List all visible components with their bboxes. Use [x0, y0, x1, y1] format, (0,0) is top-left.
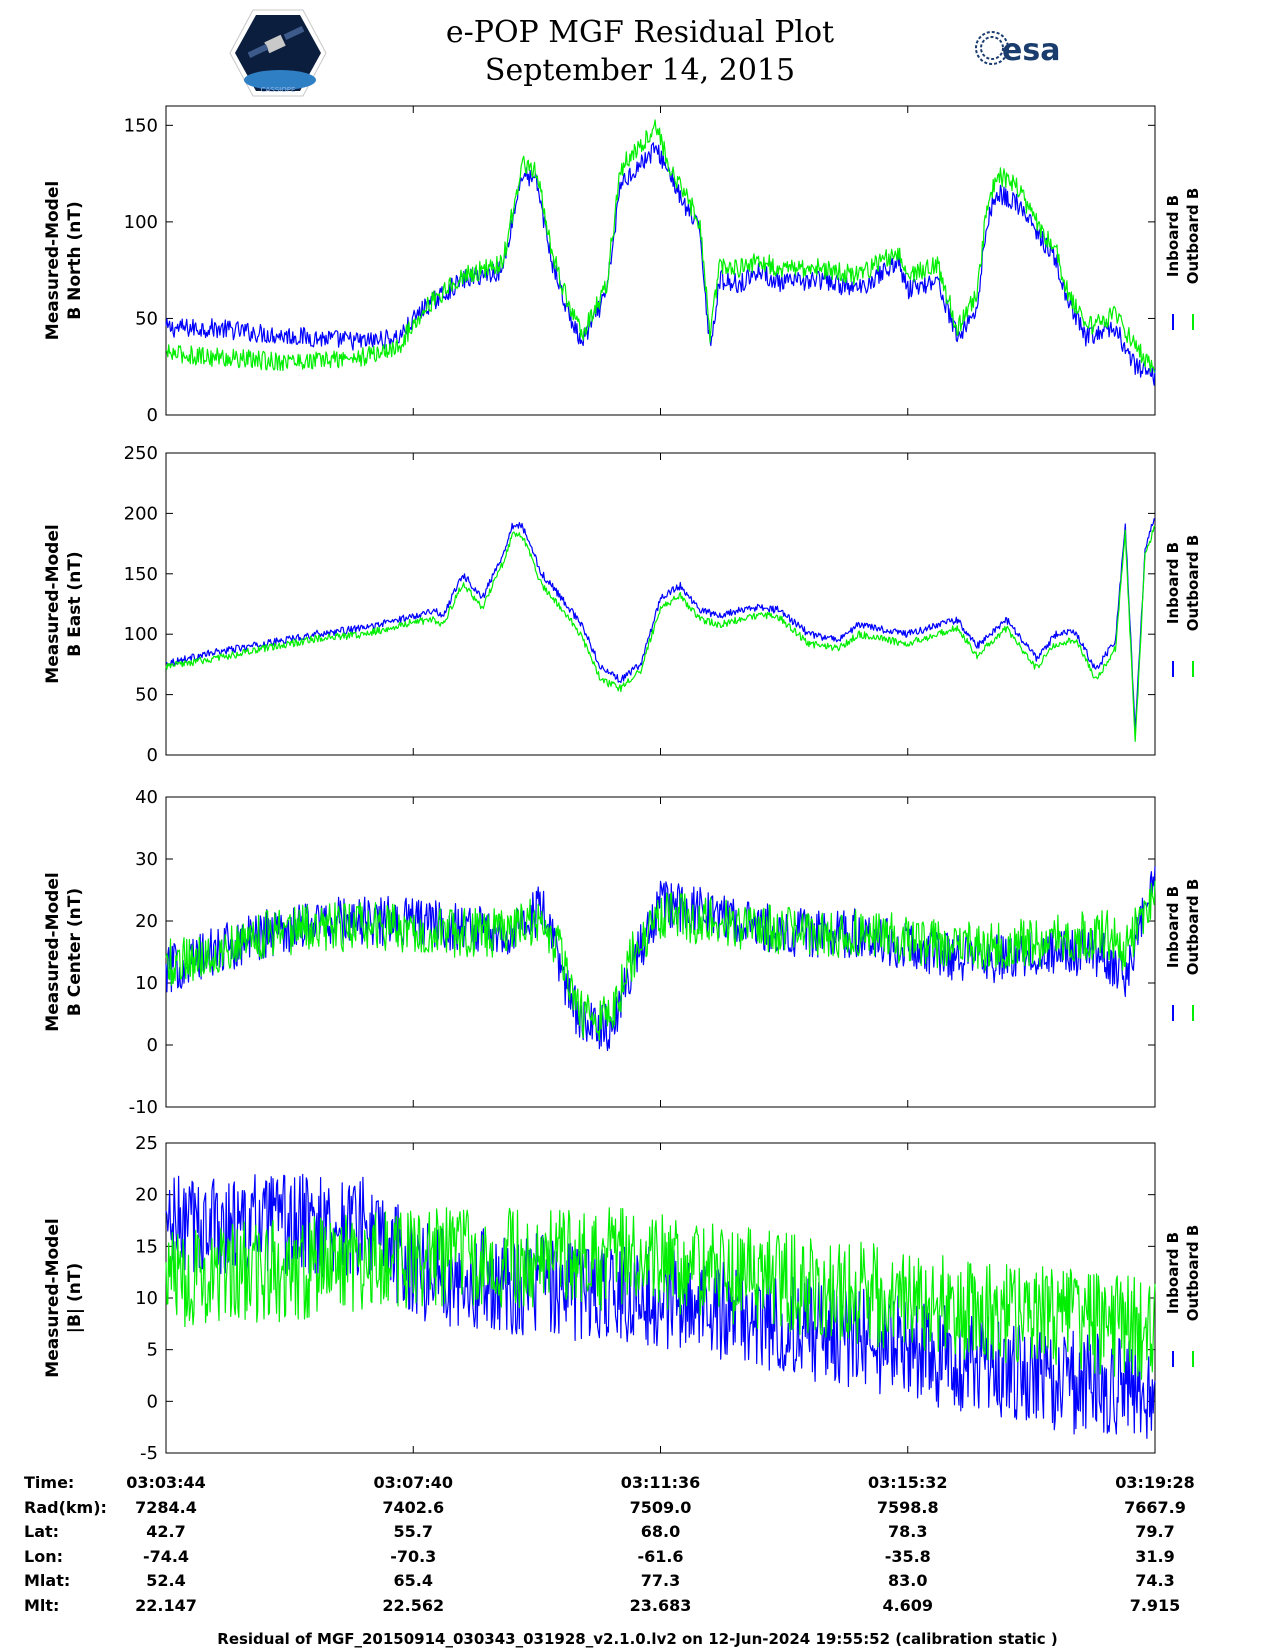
info-value: 7509.0 — [629, 1497, 692, 1517]
esa-logo: esa — [975, 31, 1060, 68]
panel-1-frame — [165, 105, 1156, 416]
y-tick-label: 0 — [147, 405, 158, 426]
y-tick-label: 100 — [124, 212, 158, 233]
footer-caption: Residual of MGF_20150914_030343_031928_v… — [217, 1630, 1058, 1648]
y-tick-label: -5 — [140, 1443, 158, 1464]
y-tick-label: 0 — [147, 745, 158, 766]
info-row-label: Lat: — [24, 1522, 60, 1541]
panel-4-outboard-trace — [165, 1207, 1156, 1380]
y-tick-label: 100 — [124, 624, 158, 645]
y-tick-label: 40 — [135, 787, 158, 808]
info-value: 52.4 — [146, 1571, 186, 1590]
info-value: 7402.6 — [382, 1497, 445, 1517]
panel-1-inboard-trace — [165, 142, 1156, 386]
info-value: 7667.9 — [1124, 1497, 1186, 1517]
info-value: 4.609 — [882, 1595, 934, 1615]
info-value: 42.7 — [146, 1522, 186, 1541]
info-value: -70.3 — [390, 1546, 437, 1566]
panel-1-legend: Inboard B Outboard B — [1164, 188, 1202, 285]
info-value: 31.9 — [1135, 1546, 1175, 1566]
panel-2-legend: Inboard B Outboard B — [1164, 535, 1202, 632]
info-value: 03:11:36 — [620, 1473, 701, 1492]
info-row-label: Time: — [24, 1473, 75, 1492]
panel-2-ylabel: Measured-Model B East (nT) — [43, 524, 85, 683]
esa-logo-text: esa — [1002, 33, 1060, 68]
panel-2-frame — [165, 452, 1156, 756]
info-value: 03:19:28 — [1115, 1473, 1195, 1492]
panel-4-legend: Inboard B Outboard B — [1164, 1225, 1202, 1322]
y-tick-label: 30 — [135, 849, 158, 870]
title-line-2: September 14, 2015 — [484, 53, 796, 88]
y-tick-label: 50 — [135, 308, 158, 329]
y-tick-label: 0 — [147, 1035, 158, 1056]
info-value: 22.147 — [135, 1595, 197, 1615]
y-tick-label: 20 — [135, 1185, 158, 1206]
panel-3-outboard-trace — [165, 880, 1156, 1041]
y-tick-label: 250 — [124, 443, 158, 464]
panel-1-ylabel: Measured-Model B North (nT) — [43, 181, 85, 340]
panel-3-legend: Inboard B Outboard B — [1164, 879, 1202, 976]
info-value: -35.8 — [884, 1546, 931, 1566]
info-value: 7598.8 — [876, 1497, 939, 1517]
info-value: 68.0 — [640, 1522, 681, 1541]
y-tick-label: 0 — [147, 1391, 158, 1412]
info-row-label: Mlt: — [24, 1595, 60, 1615]
info-value: -61.6 — [637, 1546, 684, 1566]
info-value: 79.7 — [1135, 1522, 1175, 1541]
y-tick-label: 150 — [124, 115, 158, 136]
info-value: 22.562 — [382, 1595, 445, 1615]
panel-3-ylabel: Measured-Model B Center (nT) — [43, 872, 85, 1031]
y-tick-label: 25 — [135, 1133, 158, 1154]
cassiope-mission-logo: CASSIOPE — [229, 9, 327, 97]
info-value: 03:07:40 — [373, 1473, 454, 1492]
info-value: 7.915 — [1129, 1595, 1181, 1615]
info-value: 03:03:44 — [126, 1473, 206, 1492]
y-tick-label: 150 — [124, 564, 158, 585]
info-value: 74.3 — [1135, 1571, 1175, 1590]
info-value: 65.4 — [393, 1571, 433, 1590]
y-tick-label: 50 — [135, 685, 158, 706]
y-tick-label: 10 — [135, 973, 158, 994]
info-value: 03:15:32 — [867, 1473, 948, 1492]
y-tick-label: 5 — [147, 1340, 158, 1361]
info-row-label: Mlat: — [24, 1571, 71, 1590]
y-tick-label: 10 — [135, 1288, 158, 1309]
panel-1-outboard-trace — [165, 119, 1156, 373]
panel-2-inboard-trace — [165, 518, 1155, 733]
cassiope-logo-text: CASSIOPE — [261, 86, 296, 94]
y-tick-label: 200 — [124, 503, 158, 524]
plot-title: e-POP MGF Residual Plot September 14, 20… — [390, 14, 890, 90]
info-row-label: Lon: — [24, 1546, 63, 1566]
info-value: -74.4 — [142, 1546, 190, 1566]
info-value: 7284.4 — [135, 1497, 197, 1517]
panel-2-outboard-trace — [165, 525, 1156, 742]
title-line-1: e-POP MGF Residual Plot — [445, 15, 835, 50]
y-tick-label: 15 — [135, 1236, 158, 1257]
y-tick-label: 20 — [135, 911, 158, 932]
info-value: 55.7 — [393, 1522, 433, 1541]
panel-4-ylabel: Measured-Model |B| (nT) — [43, 1218, 85, 1377]
y-tick-label: -10 — [129, 1097, 158, 1118]
info-value: 23.683 — [629, 1595, 692, 1615]
info-value: 78.3 — [888, 1522, 928, 1541]
info-row-label: Rad(km): — [24, 1497, 107, 1517]
info-value: 83.0 — [888, 1571, 928, 1590]
info-value: 77.3 — [640, 1571, 681, 1590]
